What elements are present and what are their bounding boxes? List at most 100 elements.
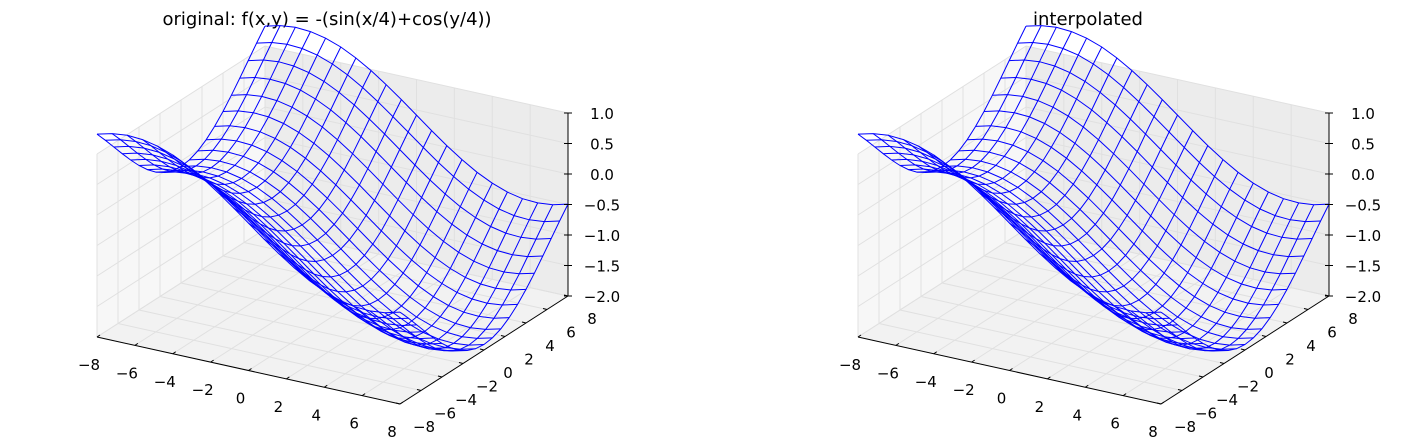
z-tick-label: 0.5	[590, 136, 614, 154]
wire-line-y	[903, 31, 1072, 179]
wire-line-y	[978, 84, 1148, 232]
y-tick	[1282, 321, 1288, 324]
y-tick	[1177, 389, 1183, 391]
x-tick	[399, 401, 404, 405]
x-tick-label: −4	[915, 373, 937, 391]
x-tick-label: 8	[1148, 423, 1158, 439]
y-tick-label: 0	[1264, 364, 1274, 382]
grid-line	[1025, 137, 1330, 205]
grid-line	[201, 269, 506, 337]
y-tick-label: −4	[1216, 391, 1238, 409]
wire-line-y	[963, 70, 1133, 218]
y-tick	[437, 375, 443, 378]
wire-line-y	[308, 172, 478, 320]
y-tick-label: 6	[1327, 324, 1337, 342]
grid-line	[96, 45, 266, 155]
y-tick	[1303, 308, 1309, 310]
grid-line	[264, 137, 569, 205]
x-tick	[895, 342, 900, 346]
wire-line-y	[233, 99, 402, 247]
grid-line	[96, 167, 266, 277]
x-tick-label: −6	[116, 364, 138, 382]
wire-line-y	[1024, 130, 1194, 278]
y-tick-label: 6	[566, 324, 576, 342]
x-tick	[971, 359, 975, 363]
grid-line	[857, 167, 1027, 277]
subplot-original: original: f(x,y) = -(sin(x/4)+cos(y/4)) …	[78, 9, 620, 439]
x-tick	[172, 351, 177, 355]
y-tick	[500, 335, 506, 337]
y-tick	[458, 362, 464, 364]
z-tick-label: −2.0	[584, 288, 620, 306]
y-tick-label: −6	[1195, 405, 1217, 423]
x-tick	[1160, 401, 1165, 405]
x-tick-label: 0	[236, 390, 246, 408]
grid-line	[857, 228, 1027, 338]
tick-labels: −8 −6 −4 −2 0 2 4 6 8 −8−6−4−202468−2.0−1.5−1.0−0…	[839, 105, 1381, 439]
grid-line	[857, 137, 1027, 246]
wire-line-y	[1039, 145, 1209, 293]
wire-line-y	[1115, 198, 1284, 346]
x-tick	[248, 368, 252, 371]
x-tick	[1047, 376, 1051, 380]
grid-line	[920, 296, 1225, 364]
grid-line	[878, 323, 1183, 391]
y-tick	[1240, 348, 1246, 351]
grid-line	[983, 255, 1288, 324]
wire-line-y	[172, 46, 342, 194]
grid-line	[857, 198, 1027, 307]
z-tick-label: 1.0	[590, 105, 614, 123]
x-tick	[286, 376, 290, 380]
wire-line-y	[857, 25, 1027, 174]
wire-line-y	[872, 25, 1042, 173]
z-tick-label: −1.5	[584, 258, 620, 276]
x-tick	[1122, 393, 1127, 397]
wire-line-y	[1054, 159, 1224, 307]
wire-line-y	[96, 25, 266, 174]
x-tick-label: 0	[997, 390, 1007, 408]
tick-labels: −8 −6 −4 −2 0 2 4 6 8 −8−6−4−202468−2.0−1.5−1.0−0…	[78, 105, 620, 439]
x-tick-label: −2	[953, 381, 975, 399]
x-tick-label: 4	[1072, 406, 1082, 424]
chart-title: interpolated	[1033, 9, 1143, 30]
grid-line	[138, 309, 443, 378]
x-tick-label: −6	[877, 364, 899, 382]
grid-line	[117, 323, 422, 391]
z-tick-label: −1.0	[1345, 227, 1381, 245]
y-tick-label: −8	[413, 418, 435, 436]
wire-line-y	[278, 145, 448, 293]
y-tick	[521, 321, 527, 324]
wire-line-y	[933, 46, 1103, 194]
z-tick-label: −0.5	[584, 197, 620, 215]
wire-line-y	[248, 114, 417, 263]
grid-line	[264, 228, 569, 297]
wire-line-y	[369, 202, 539, 350]
x-tick	[857, 334, 862, 338]
grid-line	[159, 296, 464, 364]
subplot-interpolated: interpolated −8 −6 −4 −2 0 2 4 6 8 −8−6−4−202468−…	[839, 9, 1381, 439]
wire-line-y	[918, 37, 1088, 186]
grid-line	[96, 198, 266, 307]
wire-line-y	[324, 182, 493, 331]
wire-line-y	[888, 27, 1057, 175]
grid-line	[962, 269, 1267, 337]
y-tick-label: 2	[524, 351, 534, 369]
x-tick-label: 6	[1110, 415, 1120, 433]
grid-line	[941, 282, 1246, 351]
wire-line-y	[354, 198, 523, 346]
axis-panes	[96, 45, 569, 405]
wire-line-y	[1130, 202, 1300, 350]
wire-line-y	[111, 25, 281, 173]
grid-line	[857, 45, 1027, 155]
grid-line	[899, 309, 1204, 378]
wire-line-y	[994, 99, 1163, 247]
x-tick-label: −4	[154, 373, 176, 391]
x-tick-label: 2	[1035, 398, 1045, 416]
x-tick	[1009, 368, 1013, 371]
grid-line	[96, 137, 266, 246]
y-tick-label: 8	[587, 310, 597, 328]
wire-line-y	[1145, 204, 1315, 352]
z-tick-label: 0.0	[1351, 166, 1375, 184]
y-tick-label: 4	[1306, 337, 1316, 355]
